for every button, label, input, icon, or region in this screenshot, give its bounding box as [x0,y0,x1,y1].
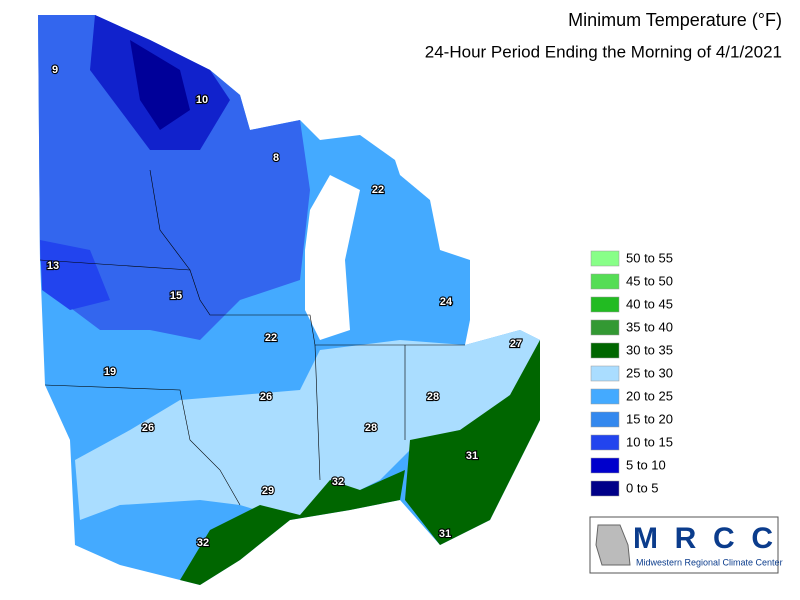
value-label: 28 [427,391,439,403]
legend-swatch [590,319,620,336]
value-label: 26 [142,422,154,434]
region-cold [38,15,310,340]
legend-label: 45 to 50 [626,273,673,288]
value-label: 29 [262,485,274,497]
region-warm-east [405,340,540,545]
value-label: 19 [104,366,116,378]
lake-michigan [305,175,360,340]
value-label: 8 [273,152,279,164]
legend-swatch [590,296,620,313]
legend-label: 20 to 25 [626,388,673,403]
state-borders [39,259,465,346]
value-label: 9 [52,64,58,76]
value-label: 31 [466,450,478,462]
legend-label: 5 to 10 [626,457,666,472]
state-borders [44,384,241,506]
logo: MRCC Midwestern Regional Climate Center [589,516,783,574]
legend-label: 0 to 5 [626,480,659,495]
legend: 50 to 55 45 to 50 40 to 45 35 to 40 30 to 35… [590,250,673,497]
legend-swatch [590,411,620,428]
state-borders [149,169,406,481]
legend-swatch [590,388,620,405]
logo-subtext: Midwestern Regional Climate Center [636,557,783,567]
value-label: 15 [170,290,182,302]
legend-label: 10 to 15 [626,434,673,449]
value-label: 13 [47,260,59,272]
legend-swatch [590,273,620,290]
region-mild [75,330,540,520]
value-label: 10 [196,94,208,106]
region-warm-south [180,470,405,585]
region-coldest [130,40,190,130]
value-label: 32 [197,537,209,549]
region-cold-2 [40,240,110,310]
logo-icon [595,524,631,566]
subtitle: 24-Hour Period Ending the Morning of 4/1… [425,42,782,61]
legend-label: 35 to 40 [626,319,673,334]
title: Minimum Temperature (°F) [568,10,782,30]
legend-swatch [590,457,620,474]
legend-swatch [590,365,620,382]
legend-label: 40 to 45 [626,296,673,311]
legend-swatch [590,480,620,497]
value-label: 22 [372,184,384,196]
legend-label: 30 to 35 [626,342,673,357]
value-label: 22 [265,332,277,344]
value-label: 24 [440,296,453,308]
legend-swatch [590,342,620,359]
value-label: 26 [260,391,272,403]
map: 9 10 8 22 13 15 24 22 27 19 28 26 26 28 … [38,15,540,585]
value-label: 32 [332,476,344,488]
legend-swatch [590,434,620,451]
legend-swatch [590,250,620,267]
value-label: 27 [510,338,522,350]
legend-label: 25 to 30 [626,365,673,380]
legend-label: 15 to 20 [626,411,673,426]
value-label: 31 [439,528,451,540]
value-label: 28 [365,422,377,434]
legend-label: 50 to 55 [626,250,673,265]
